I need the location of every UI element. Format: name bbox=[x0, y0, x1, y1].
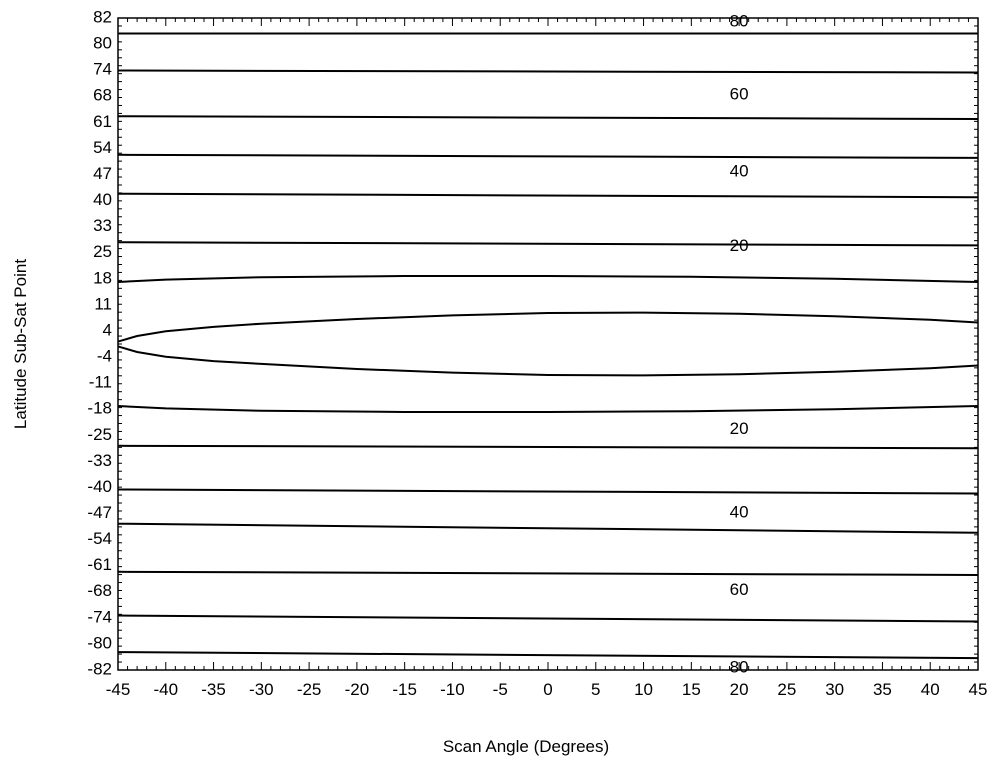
x-tick-label: -30 bbox=[249, 680, 274, 699]
x-tick-label: -40 bbox=[153, 680, 178, 699]
x-tick-label: 45 bbox=[969, 680, 988, 699]
y-tick-label: -54 bbox=[87, 529, 112, 548]
contour-line bbox=[117, 115, 979, 120]
x-tick-label: -35 bbox=[201, 680, 226, 699]
y-tick-label: 33 bbox=[93, 216, 112, 235]
contour-line bbox=[117, 405, 979, 413]
x-tick-label: -15 bbox=[392, 680, 417, 699]
contour-line bbox=[117, 345, 979, 377]
y-tick-label: 74 bbox=[93, 60, 112, 79]
y-tick-label: 82 bbox=[93, 7, 112, 26]
y-tick-label: -11 bbox=[89, 373, 112, 392]
x-tick-label: 30 bbox=[825, 680, 844, 699]
contour-line bbox=[117, 311, 979, 343]
contour-line bbox=[117, 614, 979, 623]
y-tick-label: -40 bbox=[87, 477, 112, 496]
y-tick-label: 18 bbox=[93, 268, 112, 287]
contour-line bbox=[117, 69, 979, 74]
y-tick-label: -61 bbox=[87, 555, 112, 574]
y-tick-label: 4 bbox=[103, 320, 112, 339]
x-tick-label: 35 bbox=[873, 680, 892, 699]
contour-lines bbox=[117, 32, 979, 660]
y-axis-tick-labels: 82 80 74 68 61 54 47 40 33 25 18 11 4 -4 -11 -18 -25 -33 -… bbox=[87, 7, 112, 678]
y-tick-label: 25 bbox=[93, 242, 112, 261]
x-tick-label: -25 bbox=[297, 680, 322, 699]
x-tick-label: -10 bbox=[440, 680, 465, 699]
y-tick-label: -80 bbox=[87, 633, 112, 652]
x-tick-label: 25 bbox=[777, 680, 796, 699]
y-tick-label: -68 bbox=[87, 581, 112, 600]
x-axis-title: Scan Angle (Degrees) bbox=[443, 737, 609, 756]
contour-line bbox=[117, 153, 979, 159]
y-tick-label: -33 bbox=[87, 451, 112, 470]
contour-line bbox=[117, 444, 979, 450]
contour-line bbox=[117, 241, 979, 247]
contour-label: 60 bbox=[730, 85, 749, 104]
contour-line bbox=[117, 488, 979, 495]
y-tick-label: 68 bbox=[93, 86, 112, 105]
contour-label: 40 bbox=[730, 502, 749, 521]
x-tick-label: -45 bbox=[106, 680, 131, 699]
y-tick-label: -18 bbox=[87, 399, 112, 418]
x-tick-label: -20 bbox=[345, 680, 370, 699]
y-tick-label: -82 bbox=[87, 659, 112, 678]
x-tick-label: 15 bbox=[682, 680, 701, 699]
contour-label: 20 bbox=[730, 236, 749, 255]
x-tick-label: 20 bbox=[730, 680, 749, 699]
y-tick-label: -4 bbox=[97, 347, 112, 366]
x-axis-tick-labels: -45 -40 -35 -30 -25 -20 -15 -10 -5 0 5 10 15 20 25 30 35… bbox=[106, 680, 988, 699]
y-tick-label: -74 bbox=[87, 607, 112, 626]
y-tick-label: 61 bbox=[93, 112, 112, 131]
x-tick-label: 10 bbox=[634, 680, 653, 699]
y-tick-label: 47 bbox=[93, 164, 112, 183]
contour-line bbox=[117, 570, 979, 576]
plot-frame bbox=[117, 17, 979, 671]
y-tick-label: 80 bbox=[93, 34, 112, 53]
y-tick-label: 11 bbox=[94, 294, 112, 313]
y-tick-label: 54 bbox=[93, 138, 112, 157]
x-tick-label: 0 bbox=[543, 680, 552, 699]
x-tick-label: 5 bbox=[591, 680, 600, 699]
contour-label: 60 bbox=[730, 580, 749, 599]
contour-label: 40 bbox=[730, 162, 749, 181]
contour-line bbox=[117, 192, 979, 199]
y-tick-label: -25 bbox=[87, 425, 112, 444]
y-tick-label: -47 bbox=[87, 503, 112, 522]
y-tick-label: 40 bbox=[93, 190, 112, 209]
contour-label: 20 bbox=[730, 419, 749, 438]
y-axis-title: Latitude Sub-Sat Point bbox=[11, 259, 30, 429]
contour-line bbox=[117, 522, 979, 534]
contour-line bbox=[117, 651, 979, 660]
contour-line bbox=[117, 275, 979, 283]
x-tick-label: 40 bbox=[921, 680, 940, 699]
x-tick-label: -5 bbox=[493, 680, 508, 699]
